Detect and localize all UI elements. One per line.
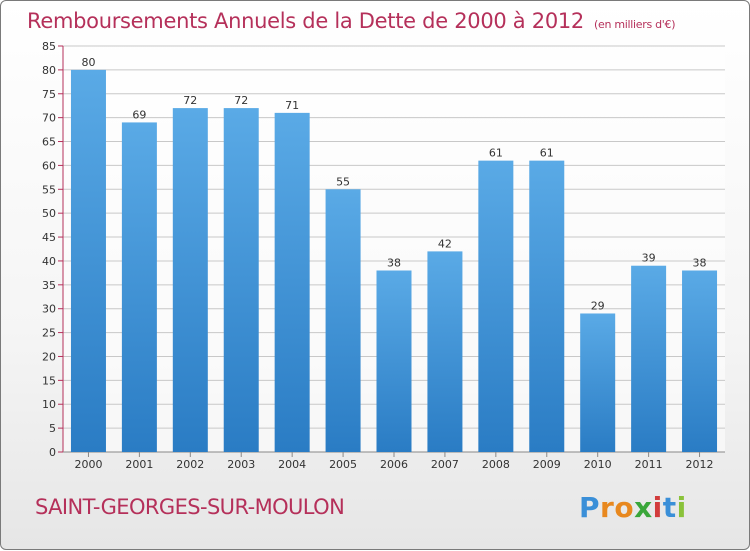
bar [580, 313, 616, 452]
data-label: 61 [489, 147, 503, 160]
x-tick-label: 2000 [74, 458, 102, 471]
x-tick-label: 2001 [125, 458, 153, 471]
x-tick-label: 2011 [635, 458, 663, 471]
logo-letter: i [652, 491, 663, 524]
y-tick-label: 0 [49, 446, 56, 459]
data-label: 72 [234, 94, 248, 107]
bar [427, 251, 463, 452]
y-tick-label: 30 [42, 303, 56, 316]
logo-letter: r [600, 491, 615, 524]
bar [70, 69, 106, 452]
data-label: 80 [81, 56, 95, 69]
x-tick-label: 2009 [533, 458, 561, 471]
x-tick-label: 2012 [686, 458, 714, 471]
x-tick-label: 2005 [329, 458, 357, 471]
y-tick-label: 60 [42, 159, 56, 172]
y-tick-label: 45 [42, 231, 56, 244]
data-label: 38 [693, 256, 707, 269]
y-tick-label: 35 [42, 279, 56, 292]
y-tick-label: 70 [42, 112, 56, 125]
logo-letter: o [614, 491, 635, 524]
y-tick-label: 55 [42, 183, 56, 196]
bar [631, 265, 667, 452]
data-label: 69 [132, 108, 146, 121]
x-tick-label: 2004 [278, 458, 306, 471]
y-tick-label: 15 [42, 374, 56, 387]
y-tick-label: 65 [42, 136, 56, 149]
unit-note: (en milliers d'€) [594, 18, 676, 31]
x-tick-label: 2007 [431, 458, 459, 471]
bar [325, 189, 361, 452]
bar [478, 160, 514, 452]
x-tick-label: 2008 [482, 458, 510, 471]
y-tick-label: 10 [42, 398, 56, 411]
chart-title-text: Remboursements Annuels de la Dette de 20… [27, 9, 584, 33]
x-tick-label: 2002 [176, 458, 204, 471]
data-label: 29 [591, 299, 605, 312]
x-tick-label: 2006 [380, 458, 408, 471]
y-tick-label: 5 [49, 422, 56, 435]
y-tick-label: 75 [42, 88, 56, 101]
bar [529, 160, 565, 452]
data-label: 38 [387, 256, 401, 269]
data-label: 72 [183, 94, 197, 107]
y-tick-label: 85 [42, 40, 56, 53]
x-tick-label: 2010 [584, 458, 612, 471]
bar [121, 122, 157, 453]
data-label: 42 [438, 237, 452, 250]
y-tick-label: 80 [42, 64, 56, 77]
x-tick-label: 2003 [227, 458, 255, 471]
logo-letter: x [634, 491, 653, 524]
data-label: 39 [642, 252, 656, 265]
proxiti-logo: Proxiti [579, 491, 687, 524]
logo-letter: i [676, 491, 687, 524]
bar [376, 270, 412, 452]
data-label: 61 [540, 147, 554, 160]
y-tick-label: 50 [42, 207, 56, 220]
logo-letter: P [579, 491, 601, 524]
bar [223, 108, 259, 452]
chart-title: Remboursements Annuels de la Dette de 20… [27, 9, 675, 33]
y-tick-label: 20 [42, 350, 56, 363]
y-tick-label: 25 [42, 327, 56, 340]
y-tick-label: 40 [42, 255, 56, 268]
data-label: 71 [285, 99, 299, 112]
bar [682, 270, 718, 452]
commune-name: SAINT-GEORGES-SUR-MOULON [35, 495, 345, 519]
bar [172, 108, 208, 452]
data-label: 55 [336, 175, 350, 188]
logo-letter: t [662, 491, 677, 524]
bar [274, 112, 310, 452]
